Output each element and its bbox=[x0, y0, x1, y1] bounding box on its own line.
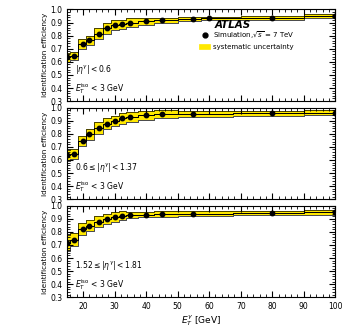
Text: $0.6\leq|\eta^{\gamma}|<1.37$
$E_T^{\rm iso}$ < 3 GeV: $0.6\leq|\eta^{\gamma}|<1.37$ $E_T^{\rm … bbox=[75, 161, 138, 194]
Text: $|\eta^{\gamma}|<0.6$
$E_T^{\rm iso}$ < 3 GeV: $|\eta^{\gamma}|<0.6$ $E_T^{\rm iso}$ < … bbox=[75, 62, 125, 96]
Y-axis label: Identification efficiency: Identification efficiency bbox=[42, 209, 48, 294]
Text: ATLAS: ATLAS bbox=[215, 20, 251, 31]
Text: $1.52\leq|\eta^{\gamma}|<1.81$
$E_T^{\rm iso}$ < 3 GeV: $1.52\leq|\eta^{\gamma}|<1.81$ $E_T^{\rm… bbox=[75, 259, 143, 292]
Y-axis label: Identification efficiency: Identification efficiency bbox=[42, 111, 48, 196]
X-axis label: $E_T^{\gamma}$ [GeV]: $E_T^{\gamma}$ [GeV] bbox=[181, 312, 221, 328]
Y-axis label: Identification efficiency: Identification efficiency bbox=[42, 13, 48, 97]
Legend: Simulation,$\sqrt{s}$ = 7 TeV, systematic uncertainty: Simulation,$\sqrt{s}$ = 7 TeV, systemati… bbox=[199, 29, 294, 50]
